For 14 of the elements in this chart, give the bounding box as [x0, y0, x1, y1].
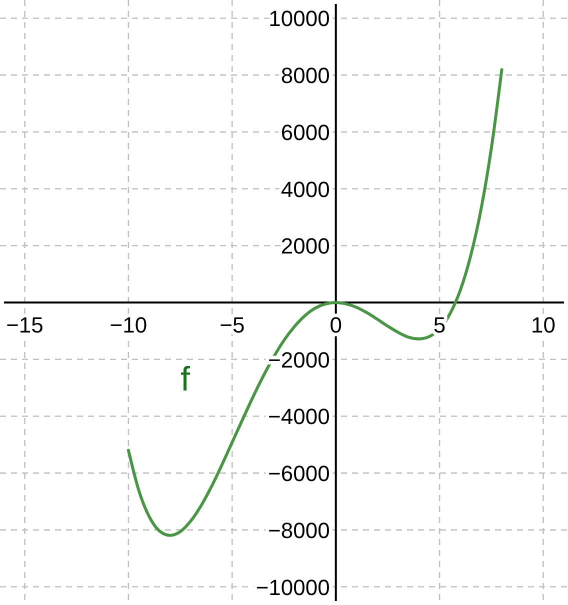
y-tick-label: 4000 — [280, 176, 330, 202]
y-tick-label: 8000 — [280, 63, 330, 88]
y-tick-label: −10000 — [256, 574, 330, 600]
y-tick-label: 2000 — [280, 234, 330, 259]
x-tick-label: −10 — [110, 312, 148, 338]
y-tick-label: 10000 — [268, 6, 330, 32]
y-tick-label: −8000 — [268, 518, 330, 543]
series-label: f — [180, 360, 190, 398]
y-tick-label: −4000 — [268, 404, 330, 430]
x-tick-label: −15 — [6, 312, 44, 338]
y-tick-label: −6000 — [268, 461, 330, 486]
y-tick-label: 6000 — [280, 120, 330, 145]
x-tick-label: −5 — [220, 312, 245, 338]
x-tick-label: 10 — [531, 312, 556, 338]
